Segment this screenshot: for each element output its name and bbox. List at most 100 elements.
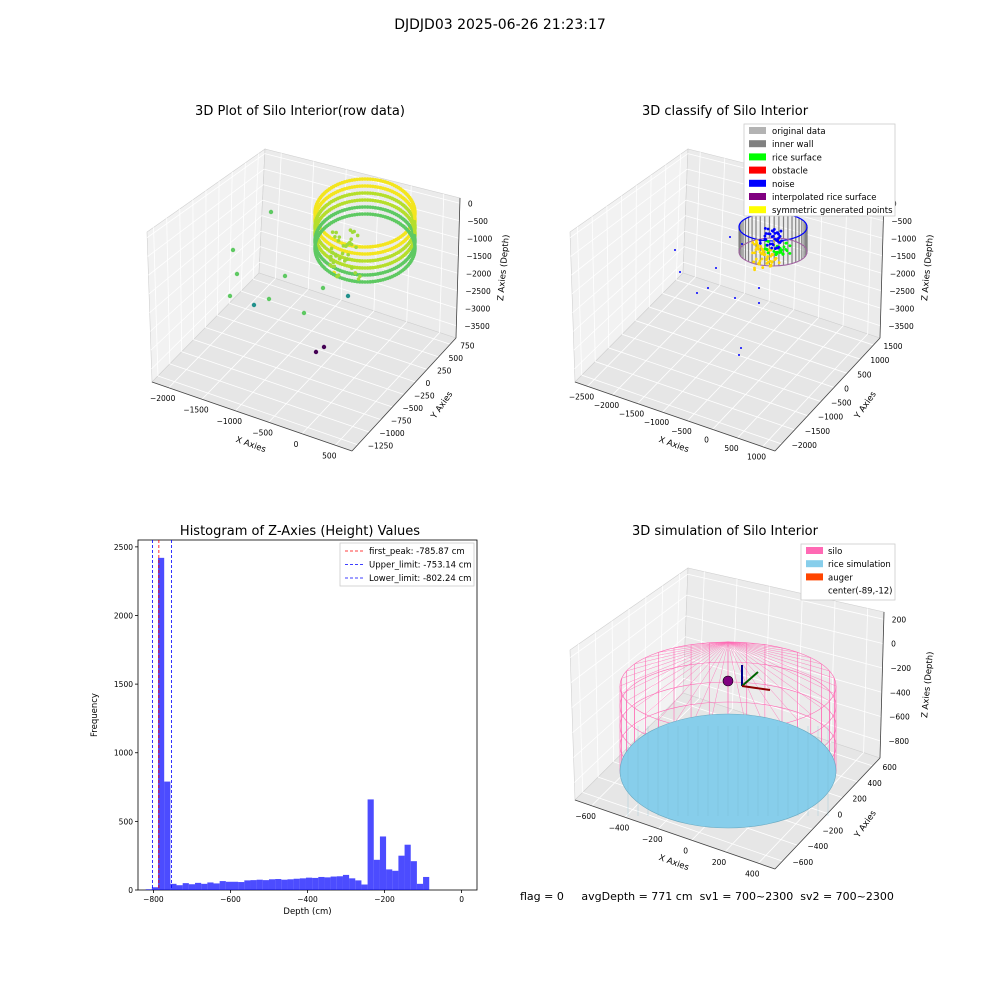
p3-hist-bar <box>275 879 281 890</box>
p2-ztick-label: −2500 <box>889 287 915 296</box>
p2-noise-point <box>780 230 783 233</box>
p2-sym-point <box>761 247 764 250</box>
p2-legend-label: inner wall <box>772 140 813 150</box>
p2-xtick-label: 500 <box>724 444 739 453</box>
p2-sym-point <box>771 253 774 256</box>
p3-xtick-label: 0 <box>459 895 464 904</box>
p3-hist-bar <box>405 845 411 890</box>
sv1-text: sv1 = 700~2300 <box>700 890 794 903</box>
p2-ytick-label: −1000 <box>818 413 844 422</box>
p1-ytick-label: 750 <box>460 341 475 350</box>
p1-ztick-label: −2500 <box>465 287 491 296</box>
p3-hist-bar <box>411 861 417 890</box>
p2-noise-outlier <box>758 302 760 304</box>
p2-sym-point <box>755 258 758 261</box>
p3-hist-bar <box>189 884 195 890</box>
p2-legend-label: noise <box>772 180 795 190</box>
p2-sym-point <box>762 251 765 254</box>
p4-auger <box>723 676 733 686</box>
p2-rice-point <box>772 250 775 253</box>
p3-hist-bar <box>361 885 367 890</box>
flag-text: flag = 0 <box>520 890 564 903</box>
p2-noise-point <box>767 228 770 231</box>
p3-hist-bar <box>343 875 349 890</box>
p1-ring-point <box>413 216 417 220</box>
p2-ytick-label: 500 <box>857 370 872 379</box>
p4-legend-swatch <box>806 560 823 567</box>
p4-ytick-label: 200 <box>853 795 868 804</box>
p2-noise-point <box>776 231 779 234</box>
p1-data-point <box>269 210 273 214</box>
p1-inner-point <box>344 244 348 248</box>
p2-sym-point <box>756 246 759 249</box>
p3-hist-bar <box>244 880 250 890</box>
p2-noise-point <box>759 239 762 242</box>
p3-hist-bar <box>146 889 152 890</box>
p2-ytick-label: −500 <box>831 399 852 408</box>
p2-ytick-label: −2000 <box>792 441 818 450</box>
p3-hist-bar <box>257 880 263 890</box>
p1-data-point <box>322 345 326 349</box>
p1-inner-point <box>337 273 341 277</box>
p1-inner-point <box>330 247 334 251</box>
p2-rice-point <box>786 249 789 252</box>
p2-noise-point <box>776 240 779 243</box>
p1-data-point <box>228 294 232 298</box>
p1-data-point <box>283 274 287 278</box>
p2-noise-outlier <box>696 292 698 294</box>
p2-legend-swatch <box>749 153 766 160</box>
p3-hist-bar <box>331 877 337 890</box>
p4-xtick-label: −600 <box>575 812 596 821</box>
p4-xtick-label: 0 <box>683 846 688 855</box>
p2-noise-point <box>771 229 774 232</box>
p2-noise-outlier <box>707 287 709 289</box>
p3-hist-bar <box>201 884 207 890</box>
p2-sym-point <box>759 245 762 248</box>
p2-rice-point <box>789 244 792 247</box>
p4-legend-label: auger <box>828 573 853 583</box>
p4-ytick-label: −200 <box>823 826 844 835</box>
p1-xtick-label: 500 <box>322 451 337 460</box>
p2-noise-outlier <box>734 297 736 299</box>
p4-xaxis-label: X Axies <box>657 853 690 873</box>
p2-noise-outlier <box>738 354 740 356</box>
p1-inner-point <box>333 235 337 239</box>
p1-data-point <box>321 286 325 290</box>
p3-legend-label: Upper_limit: -753.14 cm <box>369 561 472 571</box>
p4-ytick-label: −400 <box>808 842 829 851</box>
p1-inner-point <box>341 252 345 256</box>
p2-noise-point <box>777 246 780 249</box>
p1-inner-point <box>338 235 342 239</box>
p2-ztick-label: −3000 <box>889 304 915 313</box>
p3-hist-bar <box>380 836 386 890</box>
p2-ztick-label: −500 <box>891 217 912 226</box>
p2-ztick-label: −3500 <box>888 322 914 331</box>
p2-ytick-label: 0 <box>844 384 849 393</box>
p3-xaxis-label: Depth (cm) <box>283 907 331 917</box>
p3-xtick-label: −800 <box>143 895 164 904</box>
p1-ytick-label: 250 <box>437 366 452 375</box>
p3-hist-bar <box>294 879 300 890</box>
p2-noise-outlier <box>679 271 681 273</box>
p3-hist-bar <box>386 869 392 890</box>
p2-yaxis-label: Y Axies <box>852 389 879 421</box>
p2-noise-point <box>772 243 775 246</box>
p2-ytick-label: 1500 <box>883 342 902 351</box>
p2-sym-point <box>753 251 756 254</box>
p2-ytick-label: −1500 <box>805 427 831 436</box>
p1-data-point <box>235 272 239 276</box>
p2-noise-point <box>779 241 782 244</box>
p1-inner-point <box>332 261 336 265</box>
p2-legend-swatch <box>749 193 766 200</box>
p1-inner-point <box>331 230 335 234</box>
p2-legend-swatch <box>749 127 766 134</box>
p3-hist-bar <box>183 883 189 890</box>
p2-sym-point <box>761 266 764 269</box>
p2-noise-outlier <box>758 287 760 289</box>
p1-data-point <box>252 303 256 307</box>
p1-inner-point <box>334 253 338 257</box>
p4-ztick-label: −200 <box>890 664 911 673</box>
p4-legend-label: silo <box>828 547 842 557</box>
p1-inner-point <box>343 259 347 263</box>
